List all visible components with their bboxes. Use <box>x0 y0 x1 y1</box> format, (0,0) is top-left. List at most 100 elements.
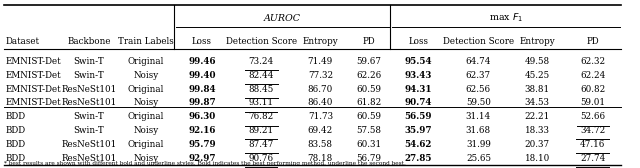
Text: 62.56: 62.56 <box>466 85 491 94</box>
Text: 99.87: 99.87 <box>188 98 216 108</box>
Text: 60.31: 60.31 <box>356 140 381 149</box>
Text: 62.37: 62.37 <box>466 71 491 80</box>
Text: 95.54: 95.54 <box>404 57 432 66</box>
Text: 60.59: 60.59 <box>356 112 381 121</box>
Text: Original: Original <box>128 57 164 66</box>
Text: Swin-T: Swin-T <box>74 57 104 66</box>
Text: Original: Original <box>128 112 164 121</box>
Text: AUROC: AUROC <box>264 14 301 23</box>
Text: 56.59: 56.59 <box>404 112 432 121</box>
Text: Noisy: Noisy <box>133 154 159 163</box>
Text: 31.99: 31.99 <box>466 140 491 149</box>
Text: 62.32: 62.32 <box>580 57 605 66</box>
Text: 90.74: 90.74 <box>404 98 432 108</box>
Text: Train Labels: Train Labels <box>118 37 174 46</box>
Text: 22.21: 22.21 <box>525 112 550 121</box>
Text: EMNIST-Det: EMNIST-Det <box>6 57 61 66</box>
Text: 52.66: 52.66 <box>580 112 605 121</box>
Text: 57.58: 57.58 <box>356 126 381 135</box>
Text: BDD: BDD <box>6 112 26 121</box>
Text: EMNIST-Det: EMNIST-Det <box>6 98 61 108</box>
Text: 49.58: 49.58 <box>525 57 550 66</box>
Text: 86.70: 86.70 <box>308 85 333 94</box>
Text: Original: Original <box>128 85 164 94</box>
Text: 34.53: 34.53 <box>525 98 550 108</box>
Text: Detection Score: Detection Score <box>443 37 514 46</box>
Text: 99.84: 99.84 <box>188 85 216 94</box>
Text: 59.50: 59.50 <box>466 98 491 108</box>
Text: 34.72: 34.72 <box>580 126 605 135</box>
Text: 88.45: 88.45 <box>248 85 274 94</box>
Text: Backbone: Backbone <box>67 37 111 46</box>
Text: BDD: BDD <box>6 154 26 163</box>
Text: 78.18: 78.18 <box>308 154 333 163</box>
Text: 87.47: 87.47 <box>248 140 274 149</box>
Text: 96.30: 96.30 <box>188 112 216 121</box>
Text: 95.79: 95.79 <box>188 140 216 149</box>
Text: 35.97: 35.97 <box>404 126 432 135</box>
Text: 60.82: 60.82 <box>580 85 605 94</box>
Text: Entropy: Entropy <box>519 37 555 46</box>
Text: Noisy: Noisy <box>133 98 159 108</box>
Text: max $F_1$: max $F_1$ <box>489 12 523 24</box>
Text: Swin-T: Swin-T <box>74 112 104 121</box>
Text: Loss: Loss <box>408 37 428 46</box>
Text: 59.67: 59.67 <box>356 57 381 66</box>
Text: BDD: BDD <box>6 140 26 149</box>
Text: 62.24: 62.24 <box>580 71 605 80</box>
Text: Loss: Loss <box>192 37 212 46</box>
Text: Detection Score: Detection Score <box>226 37 297 46</box>
Text: 27.74: 27.74 <box>580 154 605 163</box>
Text: 76.82: 76.82 <box>248 112 274 121</box>
Text: Swin-T: Swin-T <box>74 126 104 135</box>
Text: Noisy: Noisy <box>133 126 159 135</box>
Text: ResNeSt101: ResNeSt101 <box>61 154 116 163</box>
Text: 93.43: 93.43 <box>404 71 432 80</box>
Text: ResNeSt101: ResNeSt101 <box>61 85 116 94</box>
Text: 20.37: 20.37 <box>525 140 550 149</box>
Text: 92.16: 92.16 <box>188 126 216 135</box>
Text: 25.65: 25.65 <box>466 154 491 163</box>
Text: 89.21: 89.21 <box>249 126 274 135</box>
Text: 64.74: 64.74 <box>466 57 491 66</box>
Text: ResNeSt101: ResNeSt101 <box>61 140 116 149</box>
Text: 77.32: 77.32 <box>308 71 333 80</box>
Text: PD: PD <box>586 37 599 46</box>
Text: Swin-T: Swin-T <box>74 71 104 80</box>
Text: 45.25: 45.25 <box>525 71 550 80</box>
Text: 83.58: 83.58 <box>308 140 333 149</box>
Text: 92.97: 92.97 <box>188 154 216 163</box>
Text: PD: PD <box>362 37 375 46</box>
Text: 47.16: 47.16 <box>580 140 605 149</box>
Text: 61.82: 61.82 <box>356 98 381 108</box>
Text: 71.49: 71.49 <box>308 57 333 66</box>
Text: 60.59: 60.59 <box>356 85 381 94</box>
Text: 56.79: 56.79 <box>356 154 381 163</box>
Text: ResNeSt101: ResNeSt101 <box>61 98 116 108</box>
Text: 99.46: 99.46 <box>188 57 216 66</box>
Text: Original: Original <box>128 140 164 149</box>
Text: 31.14: 31.14 <box>466 112 491 121</box>
Text: 99.40: 99.40 <box>188 71 216 80</box>
Text: * best results are shown with different bold and underline styles. Bold indicate: * best results are shown with different … <box>4 161 406 166</box>
Text: EMNIST-Det: EMNIST-Det <box>6 85 61 94</box>
Text: EMNIST-Det: EMNIST-Det <box>6 71 61 80</box>
Text: 54.62: 54.62 <box>404 140 432 149</box>
Text: 62.26: 62.26 <box>356 71 381 80</box>
Text: 94.31: 94.31 <box>404 85 432 94</box>
Text: 31.68: 31.68 <box>466 126 491 135</box>
Text: 18.33: 18.33 <box>525 126 550 135</box>
Text: 82.44: 82.44 <box>248 71 274 80</box>
Text: 69.42: 69.42 <box>308 126 333 135</box>
Text: Entropy: Entropy <box>303 37 338 46</box>
Text: 86.40: 86.40 <box>308 98 333 108</box>
Text: 18.10: 18.10 <box>525 154 550 163</box>
Text: 90.76: 90.76 <box>249 154 274 163</box>
Text: 38.81: 38.81 <box>525 85 550 94</box>
Text: 71.73: 71.73 <box>308 112 333 121</box>
Text: 59.01: 59.01 <box>580 98 605 108</box>
Text: Noisy: Noisy <box>133 71 159 80</box>
Text: Dataset: Dataset <box>6 37 40 46</box>
Text: 73.24: 73.24 <box>248 57 274 66</box>
Text: 27.85: 27.85 <box>404 154 432 163</box>
